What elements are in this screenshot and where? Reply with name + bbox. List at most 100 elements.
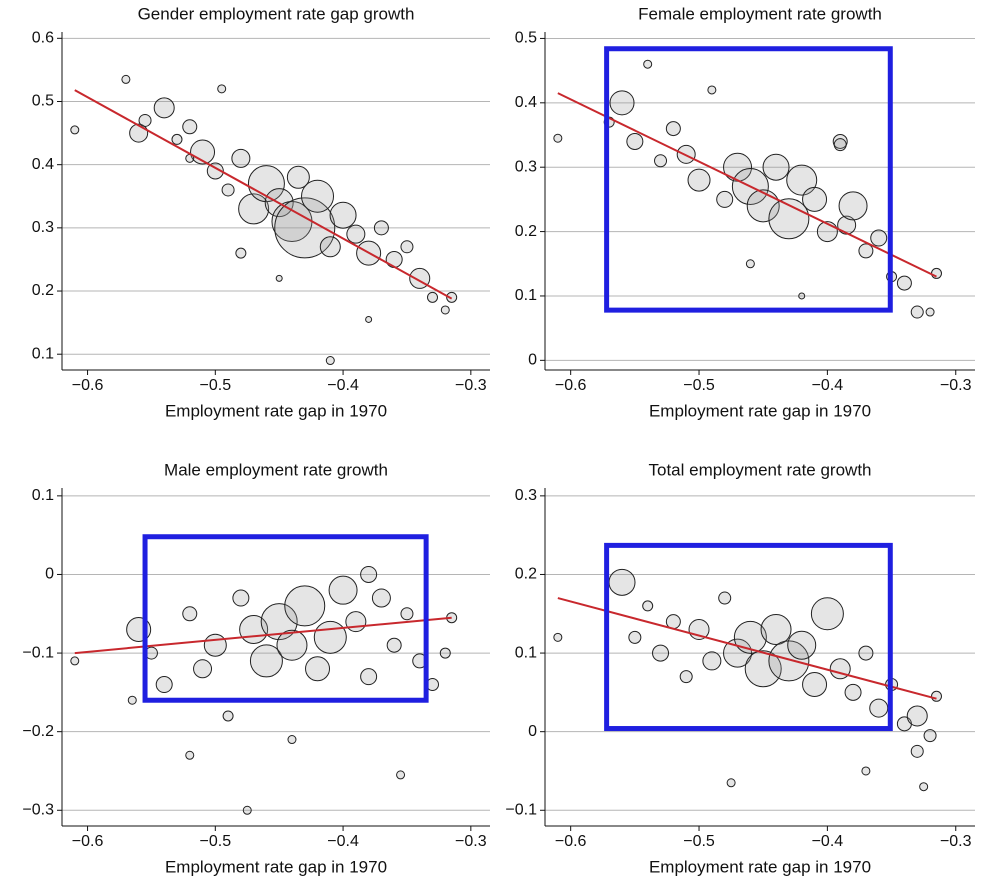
bubble: [910, 305, 924, 319]
x-tick-label: −0.6: [72, 833, 104, 850]
bubble: [744, 650, 782, 688]
x-tick-label: −0.3: [940, 833, 972, 850]
x-tick-label: −0.4: [327, 833, 359, 850]
bubble: [400, 607, 414, 621]
bubble: [249, 644, 283, 678]
bubble: [182, 119, 198, 135]
bubble: [232, 589, 250, 607]
bubble: [608, 568, 636, 596]
bubble: [427, 291, 439, 303]
bubble: [654, 154, 668, 168]
bubble: [810, 597, 844, 631]
bubble: [231, 148, 251, 168]
bubble: [652, 644, 670, 662]
bubble: [182, 606, 198, 622]
bubble: [838, 191, 868, 221]
bubble: [609, 90, 635, 116]
chart-title: Male employment rate growth: [164, 460, 388, 479]
fit-line: [557, 92, 937, 278]
chart-title: Gender employment rate gap growth: [138, 4, 415, 23]
y-tick-label: 0: [45, 566, 54, 583]
bubble: [386, 637, 402, 653]
bubble: [138, 113, 152, 127]
y-tick-label: 0.1: [32, 345, 54, 362]
bubble: [802, 186, 828, 212]
y-tick-label: 0.4: [515, 94, 537, 111]
bubble: [385, 250, 403, 268]
bubble: [400, 240, 414, 254]
highlight-box: [142, 534, 429, 703]
y-tick-label: 0.2: [515, 223, 537, 240]
bubble: [313, 620, 347, 654]
chart-title: Female employment rate growth: [638, 4, 882, 23]
bubble: [247, 165, 285, 203]
bubble: [707, 85, 717, 95]
bubble: [762, 153, 790, 181]
x-tick-label: −0.4: [327, 377, 359, 394]
bubble: [242, 805, 252, 815]
bubble: [628, 630, 642, 644]
y-tick-label: −0.2: [22, 723, 54, 740]
bubble: [733, 620, 767, 654]
bubble: [553, 133, 563, 143]
bubble: [896, 275, 912, 291]
bubble: [365, 315, 373, 323]
x-axis-label: Employment rate gap in 1970: [165, 401, 387, 420]
y-tick-label: 0.3: [515, 158, 537, 175]
fit-line: [74, 616, 452, 655]
bubble: [906, 705, 928, 727]
bubble: [284, 585, 326, 627]
x-axis-label: Employment rate gap in 1970: [649, 401, 871, 420]
bubble: [274, 197, 336, 259]
bubble: [858, 243, 874, 259]
bubble: [396, 770, 406, 780]
bubble: [171, 133, 183, 145]
bubble: [276, 629, 308, 661]
y-tick-label: 0.1: [515, 287, 537, 304]
bubble: [193, 659, 213, 679]
x-tick-label: −0.4: [812, 377, 844, 394]
bubble: [832, 133, 848, 149]
bubble: [305, 656, 331, 682]
bubble: [910, 744, 924, 758]
y-tick-label: −0.3: [22, 801, 54, 818]
bubble: [930, 267, 942, 279]
bubble: [153, 97, 175, 119]
bubble: [440, 305, 450, 315]
bubble: [844, 683, 862, 701]
bubble: [768, 198, 810, 240]
bubble: [371, 588, 391, 608]
bubble: [553, 632, 563, 642]
y-tick-label: 0: [528, 723, 537, 740]
bubble: [446, 291, 458, 303]
bubble: [301, 179, 335, 213]
bubble: [238, 193, 270, 225]
bubble: [70, 125, 80, 135]
x-tick-label: −0.5: [683, 377, 715, 394]
y-tick-label: 0.1: [32, 487, 54, 504]
x-tick-label: −0.6: [72, 377, 104, 394]
bubble: [787, 630, 817, 660]
bubble: [702, 651, 722, 671]
highlight-box: [604, 542, 893, 732]
bubble: [185, 750, 195, 760]
bubble: [870, 229, 888, 247]
bubble: [869, 698, 889, 718]
bubble: [746, 189, 780, 223]
y-tick-label: 0.4: [32, 156, 54, 173]
bubble: [679, 670, 693, 684]
bubble: [716, 190, 734, 208]
x-tick-label: −0.6: [555, 833, 587, 850]
y-tick-label: 0.6: [32, 30, 54, 47]
y-tick-label: 0.2: [32, 282, 54, 299]
bubble: [768, 640, 810, 682]
x-axis-label: Employment rate gap in 1970: [649, 857, 871, 876]
y-tick-label: 0.3: [515, 487, 537, 504]
bubble: [373, 220, 389, 236]
bubble: [70, 656, 80, 666]
bubble: [802, 672, 828, 698]
bubble: [626, 132, 644, 150]
bubble: [833, 138, 847, 152]
bubble: [687, 168, 711, 192]
